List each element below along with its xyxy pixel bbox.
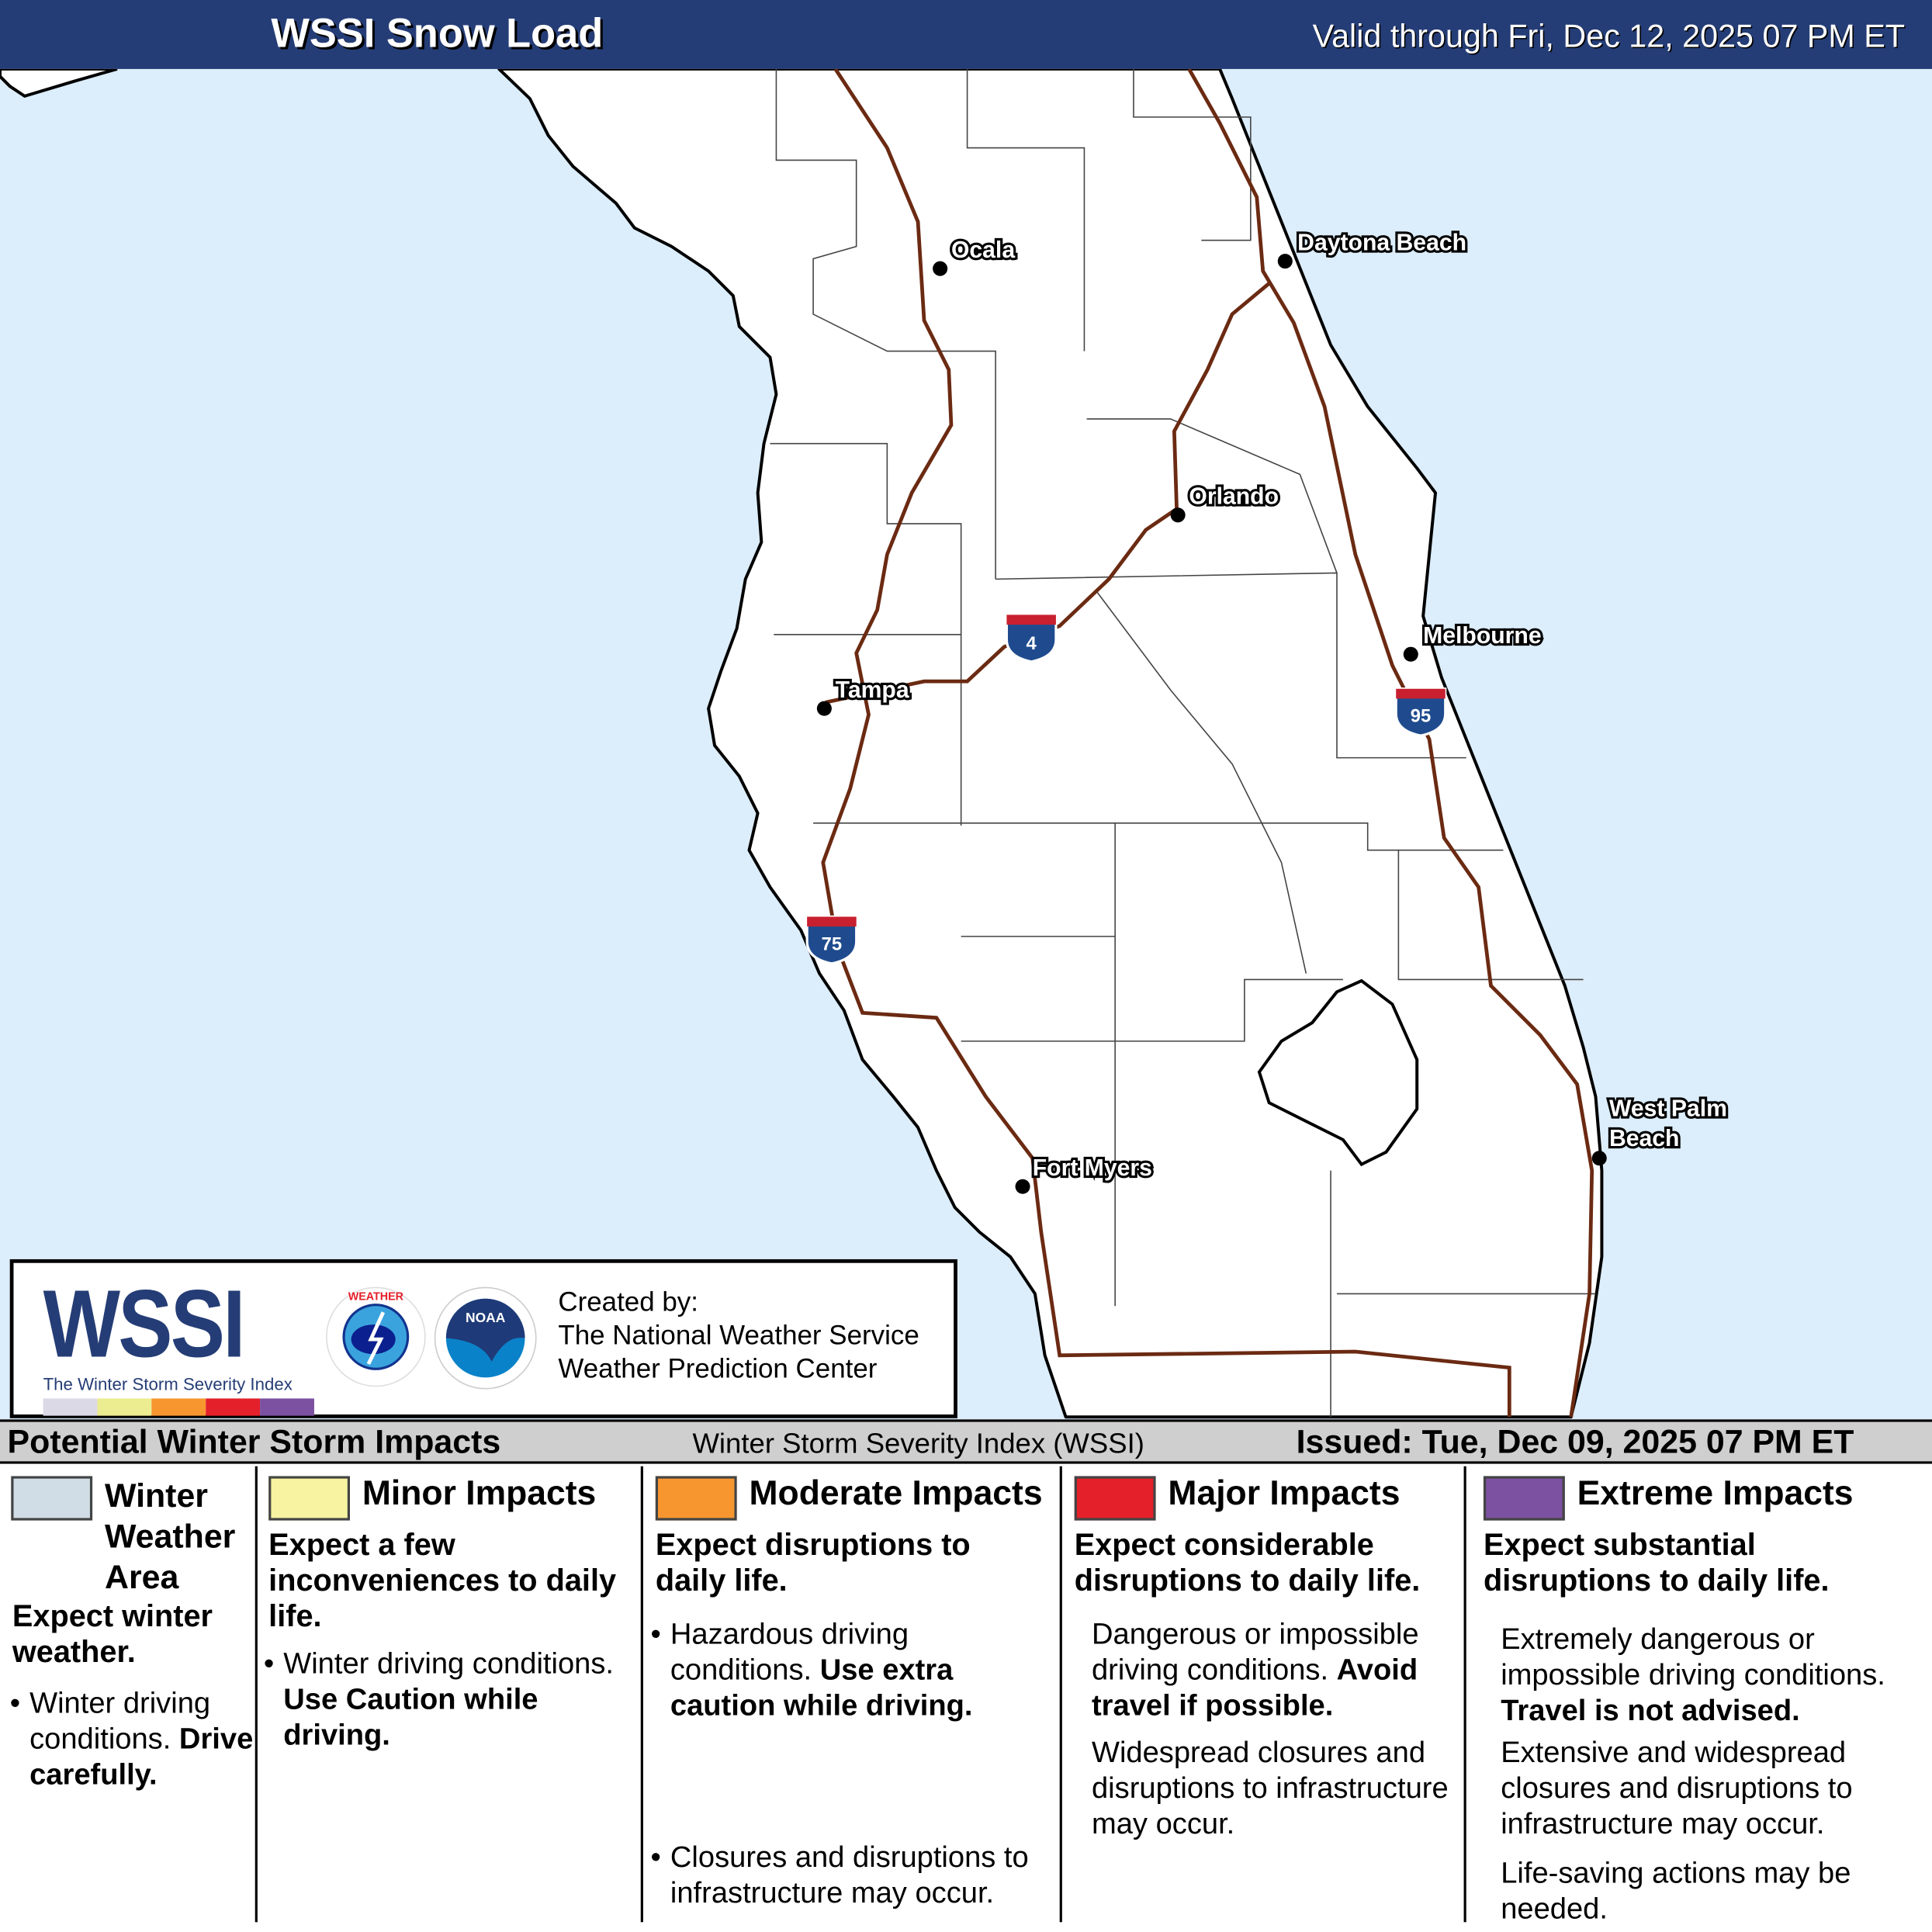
city-label: Melbourne (1423, 623, 1541, 649)
category-name: Moderate Impacts (749, 1473, 1043, 1512)
interstate-95 (1187, 68, 1594, 1418)
city-dot (1403, 646, 1418, 662)
shield-label: 95 (1411, 706, 1432, 727)
color-swatch (1074, 1476, 1156, 1521)
category-summary: Expect winter weather. (12, 1599, 213, 1670)
created-by-label: Created by: (558, 1286, 698, 1317)
category-summary: Expect substantial disruptions to daily … (1483, 1528, 1830, 1598)
legend-major-impacts: Major Impacts Expect considerable disrup… (1065, 1464, 1461, 1927)
interstates (821, 68, 1594, 1418)
category-detail: Life-saving actions may be needed. (1501, 1857, 1851, 1927)
city-label: Daytona Beach (1297, 230, 1466, 255)
top-left-coast (0, 68, 118, 99)
city-markers: Ocala Daytona Beach Orlando Melbourne Ta… (816, 227, 1729, 1194)
interstate-shield-75: 75 (805, 915, 858, 965)
city-dot (816, 701, 832, 716)
city-label: Orlando (1189, 483, 1279, 509)
color-swatch (11, 1476, 93, 1521)
wssi-logo: WSSI The Winter Storm Severity Index (43, 1276, 314, 1416)
category-detail: Extensive and widespread closures and di… (1501, 1736, 1853, 1841)
created-by: Created by: The National Weather Service… (558, 1285, 919, 1385)
nws-logo-icon: WEATHER (326, 1286, 426, 1387)
category-detail: Dangerous or impossible driving conditio… (1091, 1618, 1419, 1723)
city-dot (1277, 254, 1293, 269)
legend-header-bar: Potential Winter Storm Impacts Winter St… (0, 1419, 1932, 1464)
interstate-shield-95: 95 (1394, 687, 1447, 737)
category-detail: Hazardous driving conditions. Use extra … (650, 1616, 1040, 1723)
category-detail: Winter driving conditions. Use Caution w… (264, 1646, 653, 1754)
city-dot (1170, 507, 1186, 523)
category-name: Extreme Impacts (1577, 1473, 1854, 1512)
legend-moderate-impacts: Moderate Impacts Expect disruptions to d… (646, 1464, 1057, 1927)
color-swatch (268, 1476, 350, 1521)
city-label: West Palm (1609, 1096, 1727, 1122)
city-label: Beach (1609, 1126, 1680, 1151)
legend-winter-weather-area: Winter Weather Area Expect winter weathe… (0, 1464, 254, 1927)
city-label: Fort Myers (1033, 1155, 1152, 1181)
category-detail: Winter driving conditions. Drive careful… (10, 1685, 264, 1792)
map-title: WSSI Snow Load (271, 9, 604, 56)
category-detail: Closures and disruptions to infrastructu… (650, 1840, 1040, 1911)
category-summary: Expect considerable disruptions to daily… (1074, 1528, 1421, 1598)
wssi-subtitle: The Winter Storm Severity Index (43, 1373, 293, 1394)
city-dot (1591, 1151, 1607, 1166)
legend-subtitle: Winter Storm Severity Index (WSSI) (692, 1426, 1144, 1459)
shield-label: 4 (1027, 633, 1037, 654)
svg-text:WEATHER: WEATHER (348, 1290, 404, 1303)
city-dot (1015, 1179, 1030, 1194)
category-summary: Expect disruptions to daily life. (655, 1528, 971, 1598)
interstate-4 (825, 282, 1271, 705)
shield-label: 75 (822, 933, 842, 954)
noaa-logo-icon: NOAA (434, 1286, 537, 1390)
interstate-shield-4: 4 (1005, 613, 1058, 663)
header-bar: WSSI Snow Load Valid through Fri, Dec 12… (0, 0, 1932, 69)
legend-title: Potential Winter Storm Impacts (7, 1423, 501, 1460)
legend-minor-impacts: Minor Impacts Expect a few inconvenience… (258, 1464, 638, 1927)
category-detail: Widespread closures and disruptions to i… (1091, 1736, 1449, 1841)
color-swatch (1483, 1476, 1565, 1521)
city-label: Ocala (951, 237, 1015, 263)
credits-box: WSSI The Winter Storm Severity Index WEA… (9, 1259, 957, 1418)
category-detail: Extremely dangerous or impossible drivin… (1501, 1622, 1885, 1728)
noaa-text: NOAA (466, 1310, 506, 1325)
org-wpc: Weather Prediction Center (558, 1352, 878, 1384)
category-name: Major Impacts (1168, 1473, 1401, 1512)
issued-time: Issued: Tue, Dec 09, 2025 07 PM ET (1296, 1423, 1854, 1460)
category-name: Minor Impacts (362, 1473, 597, 1512)
interstate-75 (821, 68, 1511, 1418)
category-summary: Expect a few inconveniences to daily lif… (268, 1528, 617, 1634)
lake-okeechobee (1257, 978, 1419, 1167)
org-nws: The National Weather Service (558, 1319, 919, 1351)
florida-map: Ocala Daytona Beach Orlando Melbourne Ta… (0, 68, 1932, 1420)
divider (1463, 1466, 1466, 1923)
divider (1059, 1466, 1062, 1923)
city-label: Tampa (836, 677, 909, 703)
city-dot (933, 261, 948, 276)
legend-extreme-impacts: Extreme Impacts Expect substantial disru… (1473, 1464, 1930, 1927)
category-name: Winter Weather Area (104, 1477, 236, 1596)
county-lines (770, 68, 1596, 1418)
valid-through: Valid through Fri, Dec 12, 2025 07 PM ET (1312, 17, 1906, 54)
wssi-wordmark: WSSI (43, 1269, 246, 1378)
wssi-color-bar (43, 1398, 314, 1416)
color-swatch (655, 1476, 737, 1521)
